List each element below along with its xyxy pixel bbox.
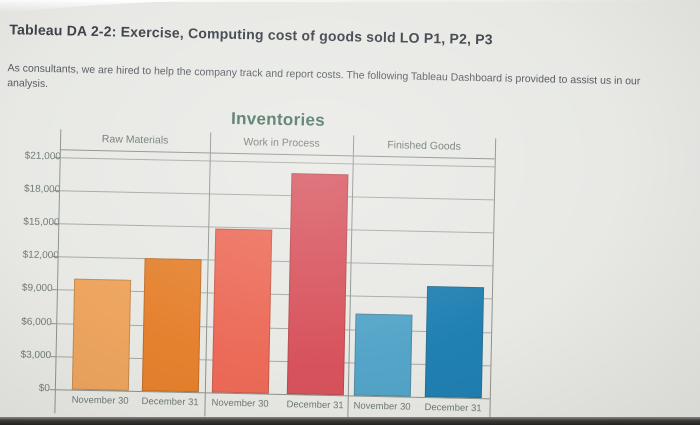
exercise-intro-text: As consultants, we are hired to help the… [7,62,641,91]
x-axis-label: December 31 [424,401,482,415]
y-axis-label: $3,000 [20,349,52,361]
bar-finished-goods-december-31[interactable] [424,286,485,399]
bar-work-in-process-december-31[interactable] [286,172,349,396]
y-axis-label: $15,000 [23,216,60,229]
photo-bottom-edge [0,417,700,425]
panel-divider [204,132,212,417]
y-axis-line [54,129,62,414]
y-axis-label: $6,000 [21,316,52,328]
gridline [57,256,493,267]
bar-work-in-process-november-30[interactable] [211,228,273,394]
column-header-raw-materials: Raw Materials [101,133,169,147]
x-axis-label: November 30 [211,397,269,410]
exercise-title: Tableau DA 2-2: Exercise, Computing cost… [9,21,493,48]
bar-raw-materials-december-31[interactable] [141,258,202,393]
bar-finished-goods-november-30[interactable] [353,313,413,397]
y-axis-label: $0 [38,382,50,395]
panel-divider [489,138,497,423]
y-axis-label: $21,000 [24,150,62,162]
inventories-chart: Inventories $0 $3,000 $6,000 $9,000 $12,000 $… [19,105,509,425]
gridline [58,223,494,234]
column-header-work-in-process: Work in Process [243,136,320,150]
gridline [59,156,495,167]
chart-title: Inventories [230,108,326,130]
bar-raw-materials-november-30[interactable] [71,278,132,391]
y-axis-label: $9,000 [21,282,53,295]
photo-top-highlight [0,0,700,2]
column-header-finished-goods: Finished Goods [387,139,461,153]
y-axis-label: $18,000 [23,183,61,196]
gridline [59,190,494,201]
y-axis-label: $12,000 [22,249,59,262]
